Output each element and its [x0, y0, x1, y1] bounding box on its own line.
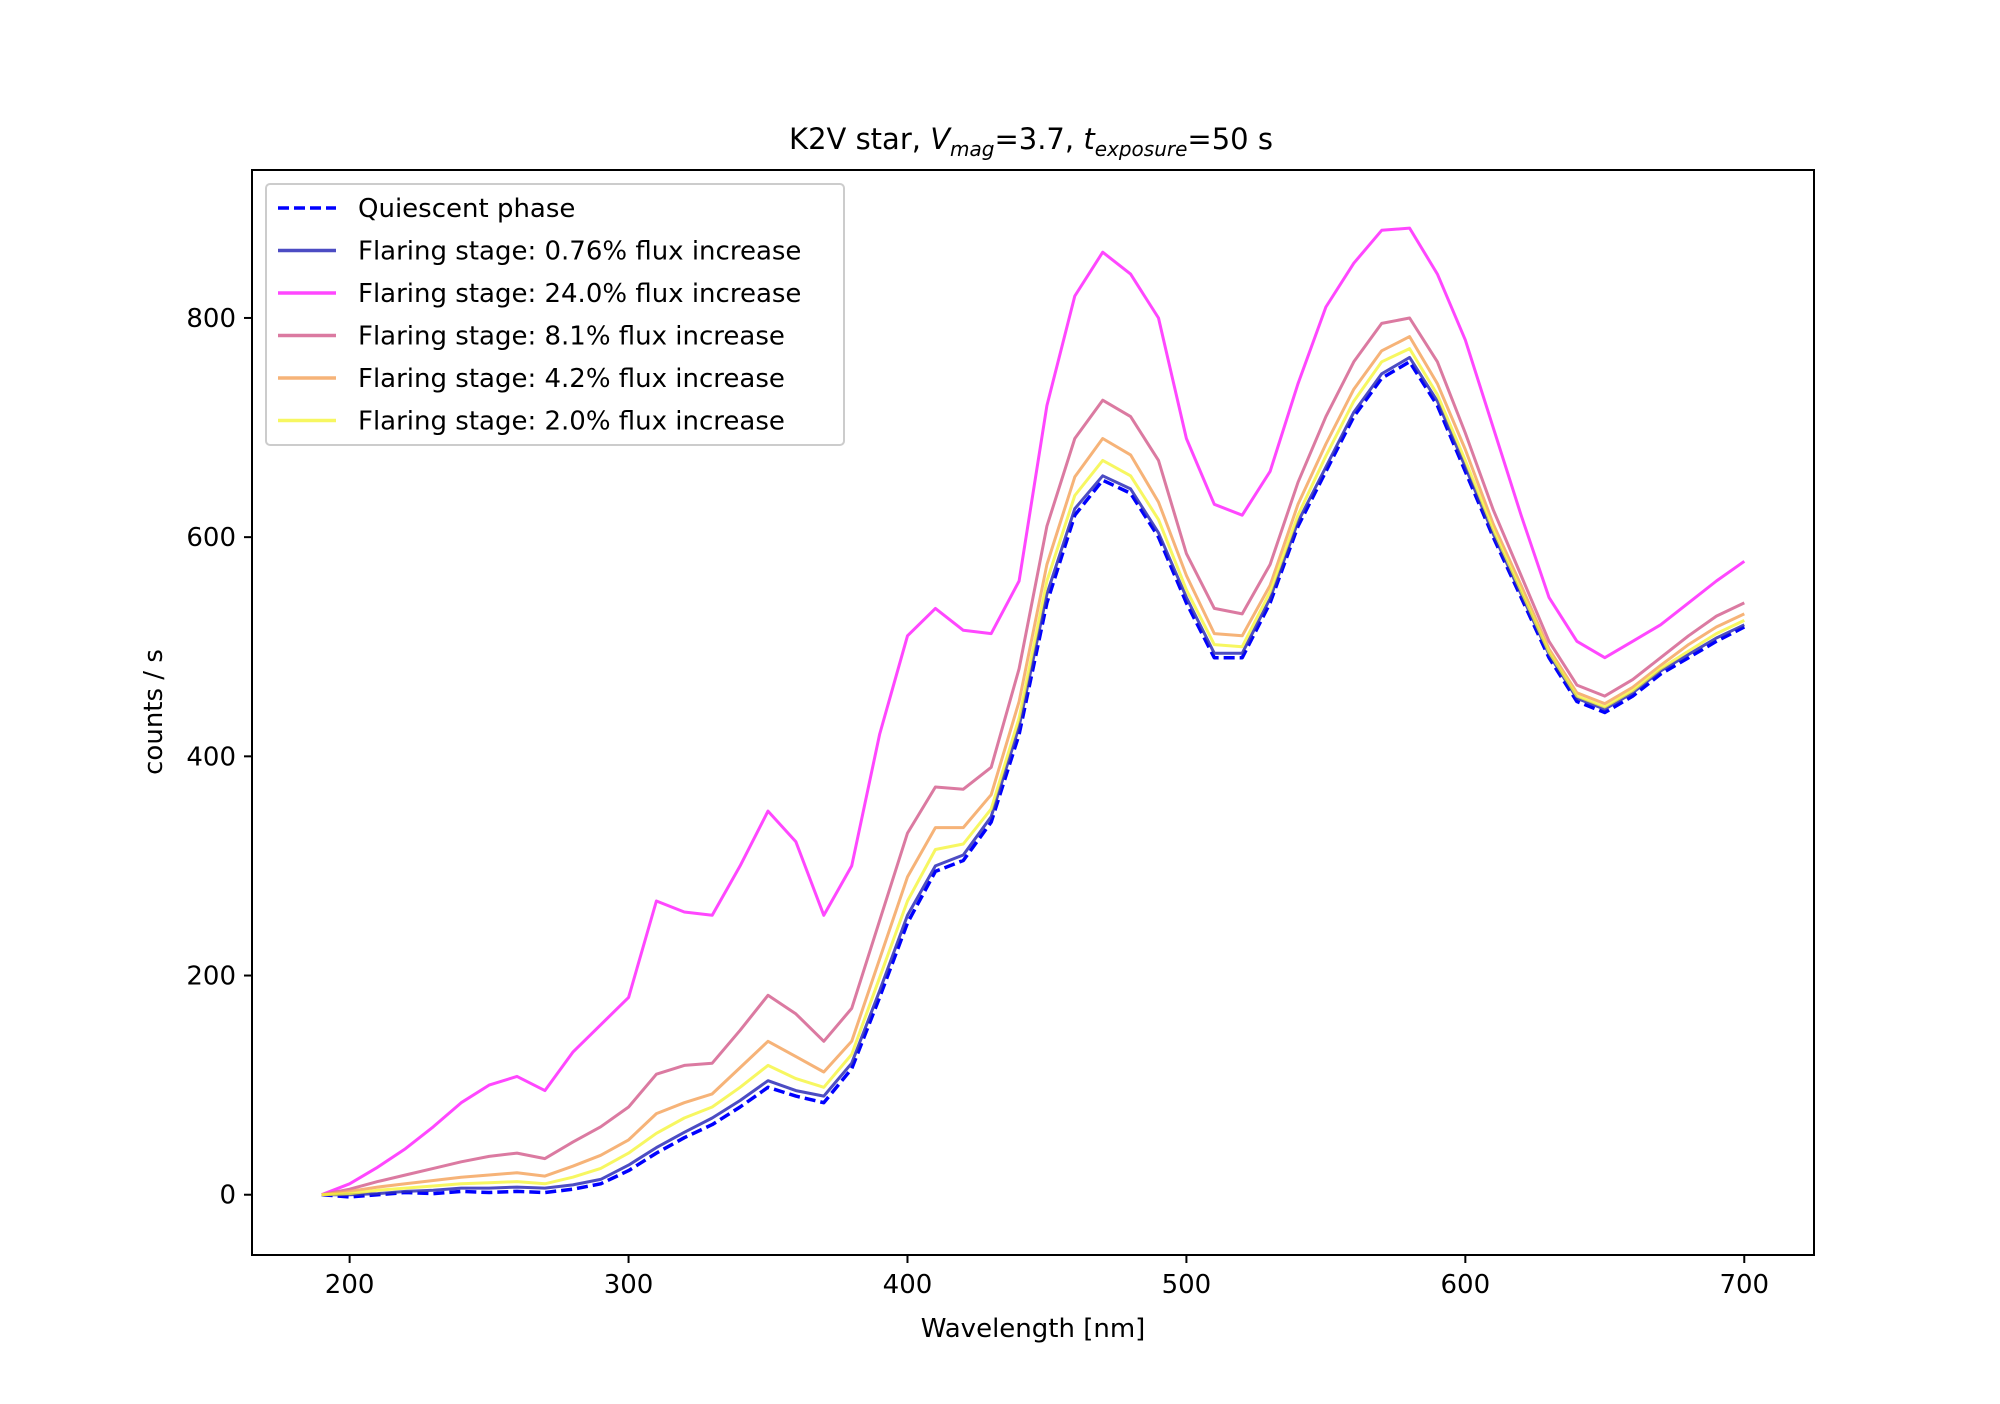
- legend-label-2: Flaring stage: 24.0% flux increase: [358, 279, 801, 309]
- x-tick-label: 700: [1719, 1270, 1769, 1300]
- legend-label-5: Flaring stage: 2.0% flux increase: [358, 407, 785, 437]
- series-line-1: [321, 355, 1745, 1197]
- chart-title: K2V star, Vmag=3.7, texposure=50 s: [789, 122, 1273, 161]
- title-part: mag: [950, 137, 994, 161]
- x-tick-label: 600: [1441, 1270, 1491, 1300]
- title-part: V: [930, 122, 952, 156]
- title-part: =50 s: [1187, 122, 1273, 156]
- y-axis: 0 200 400 600 800: [186, 304, 252, 1211]
- title-part: t: [1083, 122, 1096, 156]
- x-tick-label: 500: [1162, 1270, 1212, 1300]
- y-tick-label: 200: [186, 962, 236, 992]
- title-part: exposure: [1095, 137, 1188, 161]
- series-line-2: [321, 226, 1746, 1197]
- title-part: =3.7,: [994, 122, 1083, 156]
- y-tick-label: 600: [186, 523, 236, 553]
- title-part: K2V star,: [789, 122, 930, 156]
- x-axis-label: Wavelength [nm]: [921, 1314, 1146, 1344]
- legend-label-3: Flaring stage: 8.1% flux increase: [358, 322, 785, 352]
- x-tick-label: 300: [604, 1270, 654, 1300]
- x-tick-label: 400: [883, 1270, 933, 1300]
- y-axis-label: counts / s: [139, 649, 169, 775]
- legend: Quiescent phase Flaring stage: 0.76% flux…: [265, 183, 845, 446]
- y-tick-label: 400: [186, 742, 236, 772]
- x-tick-label: 200: [325, 1270, 375, 1300]
- series-line-5: [321, 347, 1745, 1197]
- legend-label-4: Flaring stage: 4.2% flux increase: [358, 364, 785, 394]
- plot-series: [321, 226, 1746, 1199]
- y-tick-label: 0: [219, 1181, 236, 1211]
- plot-frame: [251, 169, 1815, 1256]
- legend-box: [265, 183, 845, 446]
- x-axis: 200 300 400 500 600 700: [325, 1255, 1769, 1300]
- legend-label-0: Quiescent phase: [358, 194, 575, 224]
- series-line-3: [321, 316, 1745, 1197]
- legend-label-1: Flaring stage: 0.76% flux increase: [358, 237, 801, 267]
- series-line-4: [321, 335, 1745, 1197]
- y-tick-label: 800: [186, 304, 236, 334]
